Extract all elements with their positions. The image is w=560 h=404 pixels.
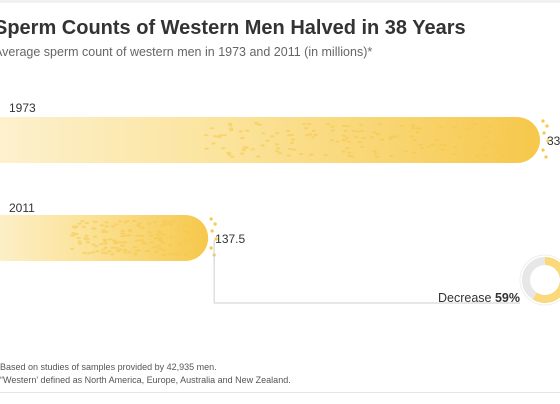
splash-2011-0 <box>209 217 213 221</box>
splash-1973-3 <box>546 139 550 143</box>
value-label-2011: 137.5 <box>215 232 245 246</box>
splash-1973-5 <box>544 155 548 159</box>
chart-subtitle: Average sperm count of western men in 19… <box>0 45 373 59</box>
splash-1973-1 <box>545 124 549 128</box>
splash-1973-0 <box>541 119 545 123</box>
category-label-2011: 2011 <box>9 201 35 215</box>
bottom-rule <box>0 392 560 393</box>
footnotes: Based on studies of samples provided by … <box>0 361 291 387</box>
top-rule <box>0 0 560 3</box>
value-label-1973: 337 <box>547 134 560 148</box>
decrease-label: Decrease <box>438 291 495 305</box>
splash-2011-2 <box>210 229 214 233</box>
splash-1973-2 <box>542 131 546 135</box>
category-label-1973: 1973 <box>9 101 36 115</box>
chart-title: Sperm Counts of Western Men Halved in 38… <box>0 17 466 39</box>
bar-texture-2011 <box>69 219 192 256</box>
bar-2011 <box>0 215 209 261</box>
splash-2011-4 <box>209 246 213 250</box>
bar-1973 <box>0 117 540 163</box>
decrease-annotation: Decrease 59% <box>438 291 520 305</box>
splash-1973-4 <box>541 148 545 152</box>
footnote-1: Based on studies of samples provided by … <box>0 362 217 372</box>
bar-texture-1973 <box>204 121 516 158</box>
decrease-value: 59% <box>495 291 520 305</box>
decrease-connector-line <box>213 240 520 304</box>
splash-2011-1 <box>213 222 217 226</box>
splash-2011-3 <box>214 237 218 241</box>
donut-decrease-arc <box>532 257 560 303</box>
footnote-2: “Western' defined as North America, Euro… <box>0 375 291 385</box>
